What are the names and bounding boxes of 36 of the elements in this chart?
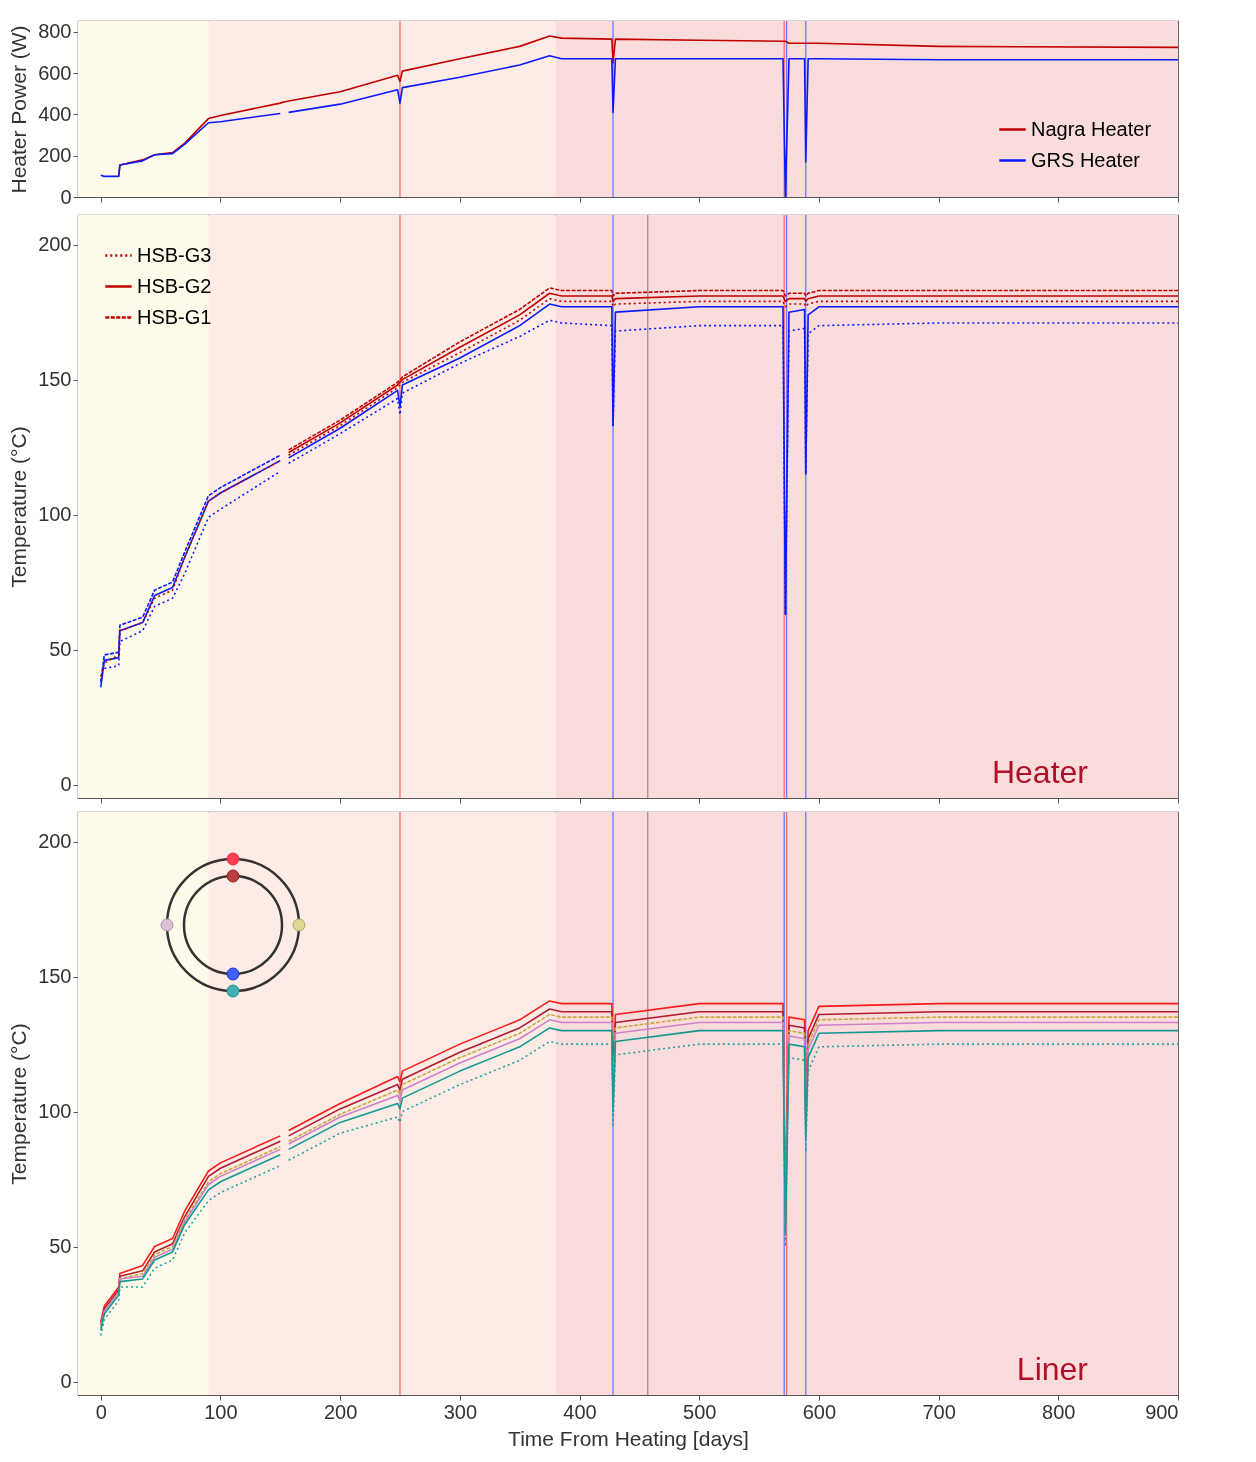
y-tick-label: 200 [38,144,72,167]
y-axis-title: Temperature (°C) [7,1023,31,1185]
x-tick-label: 600 [802,1400,837,1423]
y-tick-label: 150 [38,965,72,988]
y-tick-label: 50 [49,638,72,661]
y-tick-label: 200 [38,830,72,853]
legend-label: HSB-G2 [137,274,212,297]
y-axis-title: Temperature (°C) [7,426,31,588]
y-tick-label: 100 [38,503,72,526]
x-tick-label: 500 [683,1400,717,1423]
y-tick-label: 50 [49,1235,72,1258]
legend-label: HSB-G1 [137,305,212,328]
y-tick-label: 200 [38,233,72,256]
annotation: Liner [1016,1351,1089,1387]
x-tick-label: 400 [563,1400,597,1423]
y-tick-label: 0 [60,773,72,795]
y-tick-label: 150 [38,368,72,391]
x-tick-label: 200 [323,1400,358,1423]
x-tick-label: 300 [443,1400,478,1423]
y-tick-label: 800 [38,20,72,43]
x-tick-label: 100 [204,1400,238,1423]
x-axis-title: Time From Heating [days] [508,1426,749,1450]
x-tick-label: 0 [95,1400,107,1423]
x-tick-label: 700 [922,1400,956,1423]
legend-label: Nagra Heater [1031,117,1152,140]
y-tick-label: 600 [38,61,72,84]
x-tick-label: 800 [1042,1400,1076,1423]
y-axis-title: Heater Power (W) [7,25,31,194]
y-tick-label: 100 [38,1100,72,1123]
y-tick-label: 0 [60,1370,72,1392]
legend-label: GRS Heater [1031,148,1141,171]
y-tick-label: 400 [38,102,72,125]
x-tick-label: 900 [1145,1400,1179,1423]
annotation: Heater [991,754,1089,790]
legend-label: HSB-G3 [137,243,212,266]
y-tick-label: 0 [60,185,72,208]
